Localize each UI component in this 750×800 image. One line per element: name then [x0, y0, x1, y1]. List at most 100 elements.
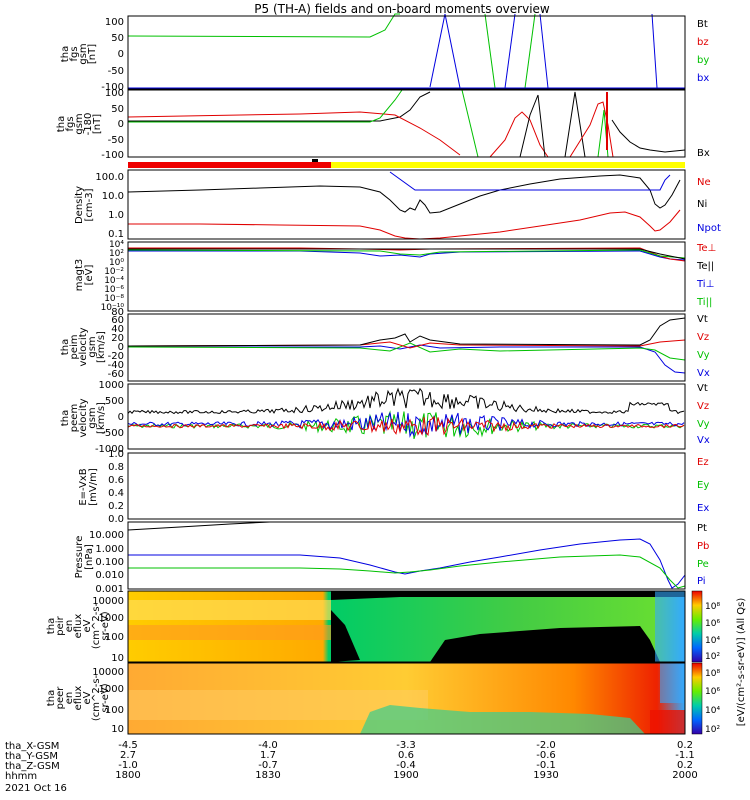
ylabel-line: eflux [73, 614, 84, 639]
xtick-value: -2.0 [536, 740, 556, 751]
panel-pressure: Pressure [nPa] 10.000 1.000 0.100 0.010 … [74, 521, 709, 595]
panel-fgs-bx: tha fgs gsm -180 [nT] 100 50 0 -50 -100 … [56, 88, 710, 161]
ylabel-line: (cm^2-s- [91, 674, 102, 721]
peir-frame [127, 590, 686, 663]
legend-pi: Pi [697, 576, 706, 587]
ylabel-line: E=-VxB [78, 468, 89, 505]
legend-vt: Vt [697, 314, 708, 325]
ytick-label: 0.8 [108, 462, 124, 473]
legend-ez: Ez [697, 457, 709, 468]
ylabel-line: tha [60, 410, 71, 426]
fgs-bx-frame [127, 89, 686, 158]
ytick-label: 10000 [92, 667, 124, 678]
ytick-label: 20 [111, 333, 124, 344]
ylabel-line: [km/s] [96, 331, 107, 363]
peim-vy-trace [127, 342, 686, 361]
colorbar-label: [eV/(cm²-s-sr-eV)] (All Qs) [736, 598, 747, 727]
ytick-label: -40 [108, 360, 124, 371]
bx-180-green-trace [128, 89, 403, 123]
bx-180-red-trace [127, 111, 461, 156]
pi-trace [128, 538, 686, 589]
legend-ex: Ex [697, 503, 709, 514]
ytick-label: 1.0 [108, 210, 124, 221]
ylabel-line: eV [82, 691, 93, 704]
ylabel-line: en [64, 620, 75, 633]
ytick-label: 10² [109, 249, 124, 259]
figure-title: P5 (TH-A) fields and on-board moments ov… [254, 2, 550, 16]
peir-black-region [331, 591, 685, 600]
efield-frame [127, 452, 686, 520]
peer-ylabel: tha peer en eflux eV (cm^2-s- sr-eV) [46, 674, 111, 721]
temp-ylabel: magt3 [eV] [74, 259, 95, 292]
legend-te-par: Te|| [696, 261, 714, 272]
ytick-label: 0.2 [108, 501, 124, 512]
peem-ylabel: tha peem velocity gsm [km/s] [60, 398, 107, 437]
legend-bz: bz [697, 37, 709, 48]
peir-black-region [430, 626, 660, 662]
ylabel-line: [km/s] [96, 402, 107, 434]
ylabel-line: peir [55, 615, 66, 635]
ylabel-line: magt3 [74, 259, 85, 292]
peem-vt-trace [127, 387, 685, 415]
legend-bt: Bt [697, 19, 708, 30]
ylabel-line: peer [55, 686, 66, 710]
ti-par-trace [127, 249, 686, 259]
ytick-label: 10⁻¹⁰ [101, 303, 125, 313]
bx-180-red-trace [569, 101, 614, 158]
ytick-label: -60 [108, 369, 124, 380]
x-axis: tha_X-GSM tha_Y-GSM tha_Z-GSM hhmm 2021 … [5, 740, 698, 794]
peer-red-region [650, 710, 685, 734]
xtick-value: -0.6 [536, 750, 556, 761]
xrow-label: hhmm [5, 771, 37, 782]
xtick-value: 0.2 [677, 740, 693, 751]
ytick-label: 10⁻² [104, 267, 124, 277]
mode-bar [128, 159, 685, 168]
ylabel-line: tha [60, 46, 71, 62]
xtick-value: -3.3 [396, 740, 416, 751]
panel-peim: tha peim velocity gsm [km/s] 80 60 40 20… [60, 307, 710, 382]
ytick-label: 10 [111, 653, 124, 664]
ytick-label: 0.100 [95, 557, 124, 568]
ytick-label: -20 [108, 351, 124, 362]
bx-180-black-trace [128, 91, 431, 122]
ylabel-line: -180 [83, 113, 94, 136]
colorbar-tick: 10⁴ [705, 636, 720, 646]
fgs-bx-ylabel: tha fgs gsm -180 [nT] [56, 113, 103, 136]
xrow-label: tha_Y-GSM [5, 751, 58, 762]
xtick-value: 0.6 [398, 750, 414, 761]
legend-pe: Pe [697, 559, 709, 570]
peim-vx-trace [128, 344, 686, 374]
peir-blue-region [655, 591, 685, 662]
bx-trace [504, 13, 516, 89]
colorbar: 10⁸ 10⁶ 10⁴ 10² 10⁸ 10⁶ 10⁴ 10² [eV/(cm²… [691, 590, 747, 735]
ytick-label: 1000 [99, 684, 124, 695]
pt-trace [127, 521, 271, 531]
ylabel-line: [cm-3] [84, 188, 95, 221]
colorbar-tick: 10⁶ [705, 619, 720, 629]
bx-trace [539, 13, 549, 89]
xtick-value: -0.1 [536, 760, 556, 771]
bx-180-green-trace [461, 89, 479, 158]
ti-trace [128, 250, 686, 261]
colorbar-tick: 10⁸ [705, 602, 720, 612]
pressure-ylabel: Pressure [nPa] [74, 536, 95, 579]
ytick-label: 1.0 [108, 449, 124, 460]
ytick-label: 10⁰ [109, 258, 124, 268]
legend-ne: Ne [697, 177, 711, 188]
ytick-label: 0 [118, 412, 124, 423]
ylabel-line: gsm [78, 43, 89, 64]
panel-peir: tha peir en eflux eV (cm^2-s- sr-eV) 100… [46, 590, 686, 664]
xtick-value: -0.4 [396, 760, 416, 771]
ylabel-line: velocity [78, 327, 89, 366]
legend-npot: Npot [697, 223, 721, 234]
ytick-label: 50 [111, 33, 124, 44]
xtick-value: 0.2 [677, 760, 693, 771]
ytick-label: 1.000 [95, 544, 124, 555]
peem-vz-trace [127, 415, 685, 437]
panel-efield: E=-VxB [mV/m] 1.0 0.8 0.6 0.4 0.2 0.0 Ez… [78, 449, 709, 525]
legend-ti-par: Ti|| [696, 297, 712, 308]
ytick-label: 10⁻⁶ [104, 285, 124, 295]
ylabel-line: peem [69, 404, 80, 432]
colorbar-tick: 10⁴ [705, 706, 720, 716]
